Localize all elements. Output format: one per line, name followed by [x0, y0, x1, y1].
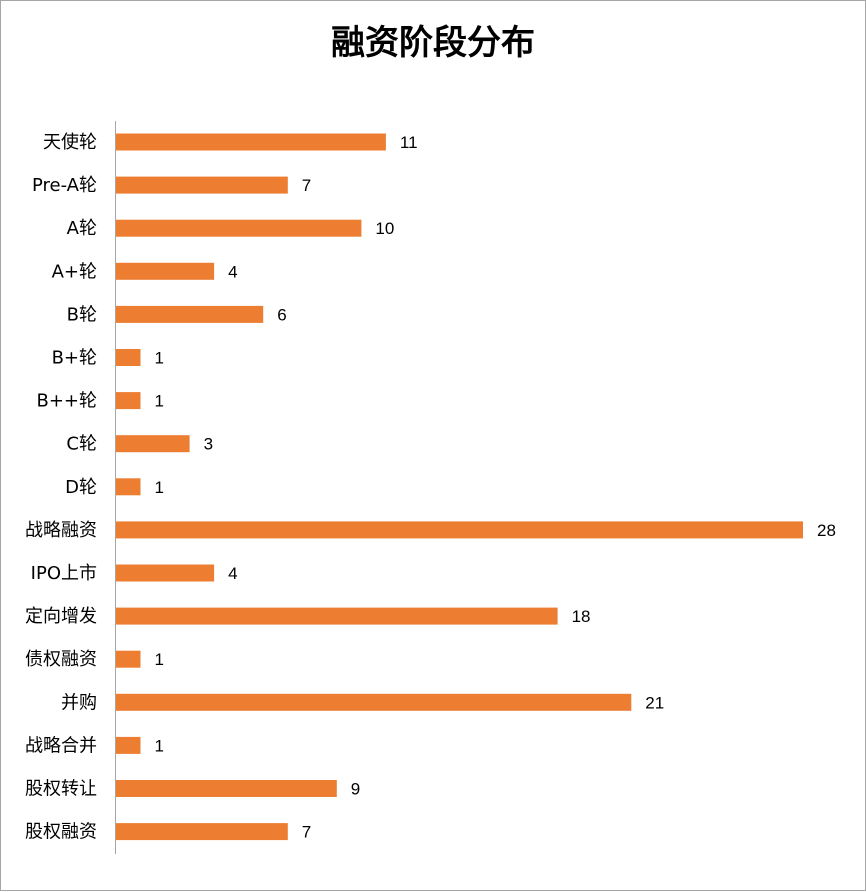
value-label-0: 11: [400, 133, 418, 152]
bar-3: [116, 262, 215, 280]
value-label-14: 1: [155, 736, 164, 755]
bar-0: [116, 133, 386, 151]
category-label-0: 天使轮: [43, 132, 97, 153]
value-label-13: 21: [645, 693, 664, 712]
category-label-13: 并购: [61, 692, 97, 713]
bar-9: [116, 521, 803, 539]
value-label-11: 18: [572, 607, 591, 626]
value-label-15: 9: [351, 780, 360, 799]
value-label-9: 28: [817, 521, 836, 540]
category-label-10: IPO上市: [31, 563, 97, 584]
bar-1: [116, 176, 288, 194]
bar-10: [116, 564, 215, 582]
bar-7: [116, 435, 190, 453]
category-label-6: B++轮: [36, 391, 97, 412]
value-label-3: 4: [228, 262, 237, 281]
category-label-11: 定向增发: [25, 606, 97, 627]
bar-8: [116, 478, 141, 496]
value-label-8: 1: [155, 478, 164, 497]
category-label-12: 债权融资: [25, 649, 97, 670]
bar-6: [116, 392, 141, 410]
category-label-15: 股权转让: [25, 779, 97, 800]
bar-4: [116, 305, 264, 323]
value-label-6: 1: [155, 392, 164, 411]
bar-2: [116, 219, 362, 237]
category-label-14: 战略合并: [25, 735, 97, 756]
value-label-2: 10: [375, 219, 394, 238]
value-label-4: 6: [277, 305, 286, 324]
bar-12: [116, 650, 141, 668]
value-label-16: 7: [302, 823, 311, 842]
bar-13: [116, 693, 632, 711]
category-label-4: B轮: [67, 304, 97, 325]
value-label-10: 4: [228, 564, 237, 583]
chart-title: 融资阶段分布: [331, 23, 535, 63]
value-label-1: 7: [302, 176, 311, 195]
category-label-9: 战略融资: [25, 520, 97, 541]
category-label-3: A+轮: [52, 261, 97, 282]
category-label-8: D轮: [65, 477, 97, 498]
bar-5: [116, 349, 141, 366]
bar-11: [116, 607, 558, 625]
bar-14: [116, 736, 141, 754]
category-label-5: B+轮: [52, 348, 97, 369]
value-label-12: 1: [155, 650, 164, 669]
category-label-2: A轮: [67, 218, 97, 239]
bar-15: [116, 780, 337, 797]
value-label-7: 3: [204, 435, 213, 454]
category-label-1: Pre-A轮: [32, 175, 97, 196]
bar-16: [116, 823, 288, 841]
category-label-7: C轮: [66, 434, 97, 455]
value-label-5: 1: [155, 349, 164, 368]
category-label-16: 股权融资: [25, 822, 97, 843]
